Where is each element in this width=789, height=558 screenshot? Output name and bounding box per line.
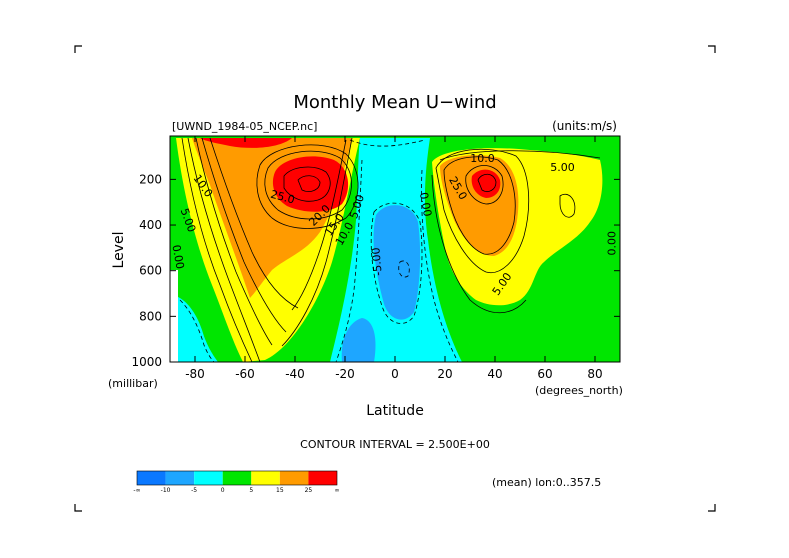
contour-line bbox=[201, 137, 287, 333]
y-tick-label: 200 bbox=[139, 172, 162, 186]
colorbar-label: -10 bbox=[161, 487, 171, 494]
contour-label: 25.0 bbox=[269, 188, 296, 207]
x-tick-label: 40 bbox=[487, 367, 502, 381]
chart-title: Monthly Mean U−wind bbox=[293, 92, 496, 113]
contour-line bbox=[477, 173, 497, 192]
contour-label: -5.00 bbox=[369, 247, 384, 276]
colorbar-label: 0 bbox=[221, 487, 225, 494]
y-axis: 200 400 600 800 1000 bbox=[131, 172, 620, 369]
x-axis-units: (degrees_north) bbox=[535, 384, 623, 397]
contour-line bbox=[431, 174, 527, 314]
y-tick-label: 600 bbox=[139, 264, 162, 278]
y-axis-units: (millibar) bbox=[108, 377, 158, 390]
colorbar-label: ∞ bbox=[335, 487, 340, 494]
plot-area bbox=[170, 136, 620, 362]
dashed-contour bbox=[179, 299, 215, 362]
x-axis-title: Latitude bbox=[366, 403, 424, 419]
colorbar-label: 5 bbox=[249, 487, 253, 494]
dashed-contour bbox=[349, 139, 426, 147]
dataset-label: [UWND_1984-05_NCEP.nc] bbox=[172, 120, 317, 133]
y-tick-label: 1000 bbox=[131, 355, 162, 369]
x-tick-label: 20 bbox=[437, 367, 452, 381]
footnote: (mean) lon:0..357.5 bbox=[492, 476, 601, 489]
jet-top-south bbox=[200, 138, 292, 148]
colorbar-swatch bbox=[137, 471, 166, 485]
dashed-contour bbox=[398, 260, 410, 278]
contour-line bbox=[297, 175, 321, 192]
y-tick-label: 800 bbox=[139, 309, 162, 323]
contour-line bbox=[281, 137, 353, 347]
region-equator-blue-low bbox=[341, 318, 376, 362]
colorbar-swatch bbox=[279, 471, 309, 485]
contour-line bbox=[209, 137, 299, 309]
colorbar-label: -5 bbox=[191, 487, 197, 494]
colorbar: -∞ -10 -5 0 5 15 25 ∞ bbox=[133, 470, 340, 494]
contour-line bbox=[264, 150, 352, 220]
x-tick-label: 60 bbox=[537, 367, 552, 381]
x-tick-label: -40 bbox=[285, 367, 305, 381]
region-north-cyan bbox=[378, 344, 414, 362]
contour-label: 5.00 bbox=[550, 161, 575, 174]
contour-line bbox=[283, 166, 331, 202]
contour-line bbox=[559, 193, 576, 218]
units-label: (units:m/s) bbox=[552, 119, 617, 133]
contour-label: 0.00 bbox=[169, 244, 186, 270]
x-tick-label: -60 bbox=[235, 367, 255, 381]
x-tick-label: 0 bbox=[391, 367, 399, 381]
y-tick-label: 400 bbox=[139, 218, 162, 232]
contour-label: 0.00 bbox=[606, 231, 619, 256]
colorbar-swatch bbox=[165, 471, 195, 485]
contour-line bbox=[181, 137, 253, 362]
negative-contours bbox=[179, 139, 459, 362]
contour-line bbox=[439, 150, 601, 161]
colorbar-label: 15 bbox=[276, 487, 284, 494]
contour-line bbox=[187, 137, 261, 362]
colorbar-frame bbox=[136, 470, 338, 486]
contour-line bbox=[443, 156, 516, 255]
contour-interval-text: CONTOUR INTERVAL = 2.500E+00 bbox=[300, 438, 490, 451]
x-tick-label: 80 bbox=[587, 367, 602, 381]
colorbar-swatch bbox=[251, 471, 280, 485]
region-equator-blue bbox=[373, 205, 421, 320]
contour-label: 0.00 bbox=[417, 191, 434, 217]
contour-line bbox=[256, 144, 359, 229]
contour-line bbox=[465, 165, 504, 205]
y-axis-title: Level bbox=[111, 232, 127, 269]
contour-line bbox=[435, 148, 530, 274]
colorbar-swatch bbox=[222, 471, 252, 485]
contour-lines bbox=[181, 137, 601, 362]
x-tick-label: -20 bbox=[335, 367, 355, 381]
dashed-contour bbox=[335, 159, 363, 362]
colorbar-label: 25 bbox=[305, 487, 313, 494]
crop-marks bbox=[74, 45, 716, 512]
contour-label: 10.0 bbox=[470, 152, 495, 165]
x-axis: -80 -60 -40 -20 0 20 40 60 80 bbox=[185, 136, 603, 381]
contour-line bbox=[291, 139, 347, 311]
contour-line bbox=[195, 137, 273, 346]
colorbar-swatch bbox=[308, 471, 337, 485]
x-tick-label: -80 bbox=[185, 367, 205, 381]
colorbar-label: -∞ bbox=[133, 487, 140, 494]
colorbar-swatch bbox=[194, 471, 223, 485]
region-antarctic-cyan bbox=[176, 296, 218, 362]
